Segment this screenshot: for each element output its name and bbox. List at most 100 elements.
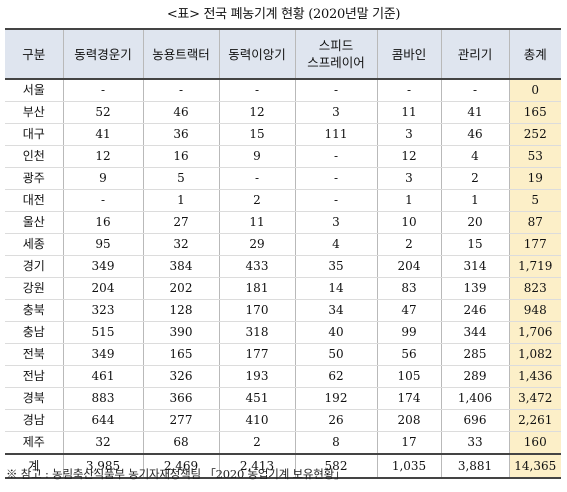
- value-cell: 318: [218, 321, 295, 344]
- region-cell: 서울: [5, 79, 63, 102]
- table-row: 광주 9 5- -3 2 19: [5, 167, 561, 190]
- value-cell: 202: [142, 277, 219, 300]
- value-cell: 9: [62, 167, 143, 190]
- value-cell: -: [294, 167, 377, 190]
- value-cell: 1: [440, 189, 509, 212]
- column-total-cell: 2,469: [142, 453, 219, 479]
- value-cell: 29: [218, 233, 295, 256]
- value-cell: 14: [294, 277, 377, 300]
- value-cell: 40: [294, 321, 377, 344]
- value-cell: 26: [294, 409, 377, 432]
- region-cell: 대구: [5, 123, 63, 146]
- value-cell: 27: [142, 211, 219, 234]
- total-cell: 177: [508, 233, 561, 256]
- region-cell: 광주: [5, 167, 63, 190]
- value-cell: -: [294, 79, 377, 102]
- value-cell: 349: [62, 343, 143, 366]
- value-cell: 17: [376, 431, 441, 455]
- table-row: 강원 204 202 181 14 83 139 823: [5, 277, 561, 300]
- table-row: 경기 349 384 433 35 204 314 1,719: [5, 255, 561, 278]
- value-cell: 36: [142, 123, 219, 146]
- total-cell: 160: [508, 431, 561, 455]
- table-row: 대전 -1 2-1 1 5: [5, 189, 561, 212]
- table-row: 서울 - - - - - -0: [5, 79, 561, 102]
- value-cell: 2: [218, 431, 295, 455]
- value-cell: 314: [440, 255, 509, 278]
- value-cell: -: [218, 79, 295, 102]
- table-row: 충북 323 128 170 34 47 246 948: [5, 299, 561, 322]
- value-cell: 139: [440, 277, 509, 300]
- table-row: 대구 41 36 15 111 3 46 252: [5, 123, 561, 146]
- value-cell: -: [294, 189, 377, 212]
- column-total-cell: 582: [294, 453, 377, 479]
- total-cell: 252: [508, 123, 561, 146]
- value-cell: -: [62, 189, 143, 212]
- value-cell: -: [62, 79, 143, 102]
- region-cell: 전북: [5, 343, 63, 366]
- column-header: 농용트랙터: [142, 28, 219, 80]
- table-row: 경북 883 366 451 192 174 1,406 3,472: [5, 387, 561, 410]
- value-cell: 8: [294, 431, 377, 455]
- value-cell: 165: [142, 343, 219, 366]
- value-cell: 20: [440, 211, 509, 234]
- machinery-table: 구분 동력경운기 농용트랙터 동력이앙기 스피드 스프레이어 콤바인 관리기 총계 서울 - - - -…: [5, 28, 561, 479]
- value-cell: -: [376, 79, 441, 102]
- value-cell: 246: [440, 299, 509, 322]
- column-header: 총계: [508, 28, 561, 80]
- table-row: 제주 32 68 2 8 17 33 160: [5, 431, 561, 455]
- value-cell: 451: [218, 387, 295, 410]
- value-cell: 4: [440, 145, 509, 168]
- value-cell: 105: [376, 365, 441, 388]
- value-cell: 3: [294, 211, 377, 234]
- value-cell: 1: [142, 189, 219, 212]
- region-cell: 대전: [5, 189, 63, 212]
- region-cell: 경남: [5, 409, 63, 432]
- value-cell: 41: [62, 123, 143, 146]
- value-cell: 3: [376, 123, 441, 146]
- total-row: 계 3,985 2,469 2,413 582 1,035 3,881 14,365: [5, 453, 561, 479]
- value-cell: 883: [62, 387, 143, 410]
- value-cell: 68: [142, 431, 219, 455]
- value-cell: 289: [440, 365, 509, 388]
- value-cell: 204: [376, 255, 441, 278]
- column-header: 동력경운기: [62, 28, 143, 80]
- total-cell: 1,436: [508, 365, 561, 388]
- value-cell: 11: [376, 101, 441, 124]
- table-title: <표> 전국 폐농기계 현황 (2020년말 기준): [166, 7, 401, 22]
- region-cell: 제주: [5, 431, 63, 455]
- value-cell: 285: [440, 343, 509, 366]
- value-cell: 41: [440, 101, 509, 124]
- value-cell: 46: [440, 123, 509, 146]
- value-cell: 46: [142, 101, 219, 124]
- total-cell: 165: [508, 101, 561, 124]
- value-cell: 15: [440, 233, 509, 256]
- total-cell: 1,706: [508, 321, 561, 344]
- value-cell: 461: [62, 365, 143, 388]
- value-cell: 95: [62, 233, 143, 256]
- value-cell: 15: [218, 123, 295, 146]
- table-row: 전남 461 326 193 62 105 289 1,436: [5, 365, 561, 388]
- value-cell: 1: [376, 189, 441, 212]
- total-cell: 5: [508, 189, 561, 212]
- value-cell: 323: [62, 299, 143, 322]
- region-cell: 충북: [5, 299, 63, 322]
- value-cell: 366: [142, 387, 219, 410]
- table-row: 전북 349 165 177 50 56 285 1,082: [5, 343, 561, 366]
- value-cell: 181: [218, 277, 295, 300]
- column-header: 구분: [5, 28, 63, 80]
- value-cell: 277: [142, 409, 219, 432]
- table-row: 경남 644 277 410 26 208 696 2,261: [5, 409, 561, 432]
- value-cell: 208: [376, 409, 441, 432]
- total-cell: 19: [508, 167, 561, 190]
- total-cell: 53: [508, 145, 561, 168]
- source-note: ※ 참고 : 농림축산식품부 농기자재정책팀 「2020 농업기계 보유현황」: [6, 467, 346, 481]
- total-cell: 87: [508, 211, 561, 234]
- value-cell: 16: [62, 211, 143, 234]
- region-cell: 경기: [5, 255, 63, 278]
- value-cell: 3: [376, 167, 441, 190]
- table-body: 서울 - - - - - -0 부산 52 46 12 3 11 41 165 대구 41 36 15 111 3 46 2…: [5, 79, 561, 455]
- value-cell: 2: [376, 233, 441, 256]
- value-cell: 12: [62, 145, 143, 168]
- total-cell: 1,719: [508, 255, 561, 278]
- region-cell: 전남: [5, 365, 63, 388]
